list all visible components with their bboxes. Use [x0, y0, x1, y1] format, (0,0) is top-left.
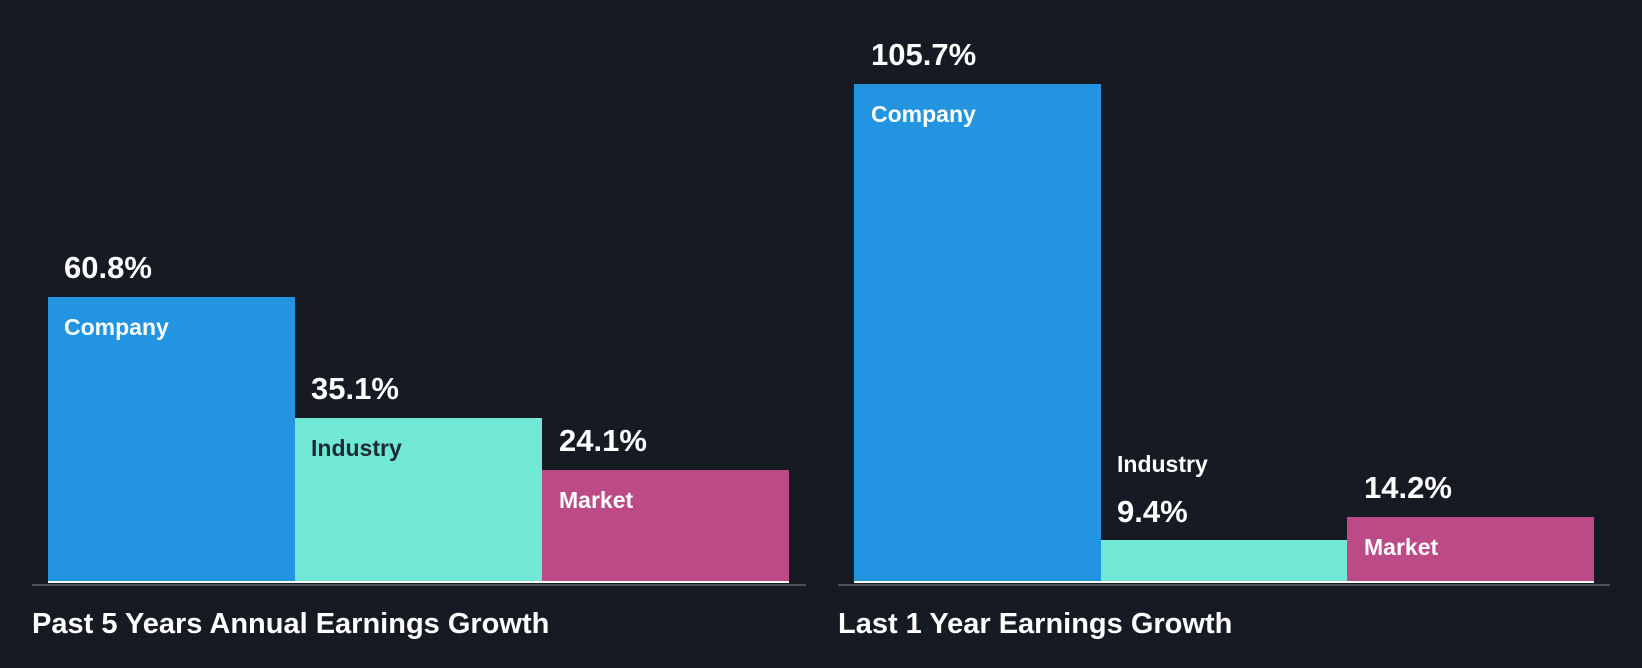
bar-company [854, 84, 1101, 583]
bar-market [1347, 517, 1594, 583]
value-label-industry: 9.4% [1117, 494, 1188, 529]
value-label-company: 60.8% [64, 250, 152, 285]
value-label-industry: 35.1% [311, 371, 399, 406]
bar-company [48, 297, 295, 583]
x-axis [32, 584, 806, 586]
baseline [48, 581, 789, 583]
bar-industry [1101, 540, 1348, 583]
baseline [854, 581, 1594, 583]
value-label-market: 14.2% [1364, 470, 1452, 505]
category-label-industry: Industry [311, 435, 402, 461]
bar-market [542, 470, 789, 583]
category-label-industry: Industry [1117, 451, 1208, 477]
bar-industry [295, 418, 542, 583]
value-label-company: 105.7% [871, 37, 977, 72]
category-label-market: Market [1364, 534, 1439, 560]
value-label-market: 24.1% [559, 423, 647, 458]
chart-title: Past 5 Years Annual Earnings Growth [32, 608, 550, 640]
category-label-market: Market [559, 487, 634, 513]
x-axis [838, 584, 1610, 586]
category-label-company: Company [64, 314, 169, 340]
chart-title: Last 1 Year Earnings Growth [838, 608, 1233, 640]
category-label-company: Company [871, 101, 976, 127]
